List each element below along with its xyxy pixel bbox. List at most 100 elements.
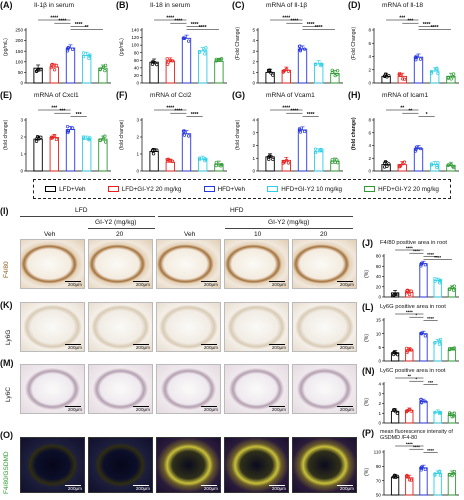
data-point	[437, 410, 442, 415]
data-point	[153, 148, 157, 153]
row-label-f480-gsdmd: F4/80/GSDMD	[3, 451, 10, 494]
panel-letter: (A)	[0, 0, 13, 10]
data-point	[387, 162, 391, 166]
data-point	[394, 475, 398, 480]
data-point	[400, 162, 405, 166]
data-point	[203, 157, 207, 161]
data-point	[436, 71, 440, 76]
y-tick-label: 20	[134, 73, 140, 78]
data-point	[286, 69, 291, 73]
data-point	[319, 63, 323, 68]
bar	[165, 161, 175, 172]
scale-label: 200μm	[271, 486, 286, 491]
panel-title: mRNA of Ccl2	[150, 92, 192, 99]
dose-header-lfd: GI-Y2 (mg/kg)	[95, 219, 137, 226]
data-point	[451, 472, 456, 476]
bar	[82, 138, 92, 172]
data-point	[409, 289, 413, 293]
scale-label: 200μm	[339, 486, 354, 491]
data-point	[330, 157, 334, 162]
data-point	[433, 276, 437, 281]
row-label-ly6c: Ly6C	[5, 387, 12, 402]
scale-bar	[133, 485, 149, 486]
data-point	[435, 67, 439, 71]
data-point	[407, 478, 412, 482]
legend-item: HFD+GI-Y2 10 mg/kg	[267, 186, 342, 193]
scale-bar	[269, 281, 285, 282]
sig-label: ****	[175, 109, 183, 115]
scale-label: 200μm	[135, 407, 150, 412]
data-point	[197, 50, 202, 54]
histology-image: 200μm	[88, 239, 153, 289]
panel-title: mRNA of Il-1β	[266, 2, 308, 9]
data-point	[433, 472, 437, 476]
data-point	[447, 287, 452, 292]
y-tick-label: 1	[252, 156, 255, 161]
data-point	[168, 58, 173, 63]
scale-label: 200μm	[135, 486, 150, 491]
y-tick-label: 120	[131, 35, 139, 40]
data-point	[414, 145, 419, 149]
data-point	[50, 135, 54, 139]
data-point	[437, 411, 442, 416]
y-tick-label: 2	[368, 67, 371, 72]
data-point	[405, 409, 409, 413]
data-point	[39, 135, 43, 139]
data-point	[418, 57, 423, 61]
legend-swatch	[267, 186, 279, 192]
y-tick-label: 0	[20, 169, 23, 174]
y-tick-label: 2	[252, 59, 255, 64]
data-point	[423, 399, 427, 404]
data-point	[407, 348, 412, 352]
data-point	[153, 60, 157, 65]
y-tick-label: 4	[252, 118, 255, 123]
histology-image: 200μm	[20, 239, 85, 289]
y-tick-label: 110	[374, 450, 382, 455]
scale-label: 200μm	[67, 345, 82, 350]
group-header-lfd: LFD	[75, 207, 88, 214]
data-point	[333, 160, 337, 164]
data-point	[402, 77, 407, 81]
histology-image: 200μm	[292, 437, 357, 493]
y-tick-label: 60	[376, 264, 382, 269]
data-point	[197, 157, 202, 162]
scale-label: 200μm	[67, 407, 82, 412]
data-point	[429, 162, 434, 166]
data-point	[271, 73, 275, 77]
scale-bar	[337, 485, 353, 486]
data-point	[405, 289, 409, 293]
data-point	[392, 475, 396, 479]
data-point	[267, 157, 271, 161]
bar	[330, 160, 340, 172]
legend-item: LFD+GI-Y2 20 mg/kg	[107, 186, 181, 193]
y-tick-label: 40	[134, 65, 140, 70]
legend-swatch	[364, 186, 376, 192]
bar	[33, 138, 43, 172]
data-point	[39, 67, 43, 72]
y-tick-label: 80	[376, 254, 382, 259]
sig-label: ****	[427, 252, 434, 257]
panel-title: Il-18 in serum	[150, 2, 190, 9]
data-point	[197, 156, 202, 160]
data-point	[330, 68, 334, 73]
data-point	[170, 59, 175, 63]
data-point	[214, 59, 218, 63]
data-point	[392, 350, 396, 355]
scale-bar	[201, 281, 217, 282]
sig-label: ***	[76, 112, 82, 118]
sig-label: ****	[50, 15, 58, 21]
sig-label: ****	[175, 19, 183, 25]
y-tick-label: 4	[252, 38, 255, 43]
sig-label: ****	[427, 316, 434, 321]
panel-title: mRNA of Cxcl1	[34, 92, 79, 99]
data-point	[398, 165, 402, 169]
sig-label: *	[426, 112, 428, 118]
data-point	[420, 401, 424, 405]
sig-label: **	[408, 373, 412, 378]
y-tick-label: 6	[368, 130, 371, 135]
